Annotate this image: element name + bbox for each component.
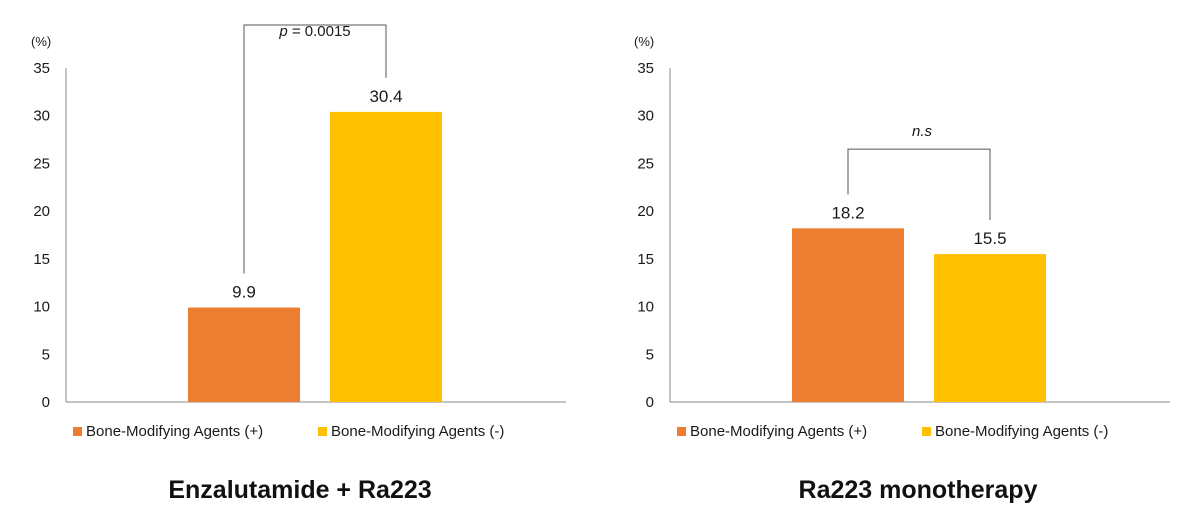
legend-swatch-bma-minus	[318, 427, 327, 436]
y-tick-labels: 0 5 10 15 20 25 30 35	[33, 60, 50, 411]
legend-swatch-bma-plus	[73, 427, 82, 436]
bar	[934, 254, 1046, 402]
chart-ra223-monotherapy: (%) 0 5 10 15 20 25 30 35 18.2 15.5 n.s Bone-Mod…	[634, 34, 1170, 504]
y-tick-label: 25	[33, 155, 50, 172]
y-unit-label: (%)	[634, 34, 654, 49]
significance-label: n.s	[912, 123, 933, 140]
legend-label-bma-minus: Bone-Modifying Agents (-)	[935, 423, 1108, 440]
y-tick-label: 35	[637, 60, 654, 77]
legend: Bone-Modifying Agents (+) Bone-Modifying…	[677, 423, 1108, 440]
bracket-line	[243, 24, 387, 274]
significance-bracket	[847, 148, 991, 221]
legend-label-bma-plus: Bone-Modifying Agents (+)	[690, 423, 867, 440]
data-label: 9.9	[232, 283, 256, 302]
legend-swatch-bma-minus	[922, 427, 931, 436]
bars: 9.9 30.4	[188, 87, 442, 402]
bar	[792, 228, 904, 402]
y-tick-labels: 0 5 10 15 20 25 30 35	[637, 60, 654, 411]
data-label: 30.4	[369, 87, 402, 106]
y-tick-label: 20	[33, 203, 50, 220]
legend: Bone-Modifying Agents (+) Bone-Modifying…	[73, 423, 504, 440]
significance-label: p = 0.0015	[278, 23, 350, 40]
y-tick-label: 5	[42, 346, 50, 363]
significance-bracket	[243, 24, 387, 274]
significance-italic: p	[278, 23, 287, 40]
legend-label-bma-minus: Bone-Modifying Agents (-)	[331, 423, 504, 440]
data-label: 18.2	[831, 203, 864, 222]
bar	[330, 111, 442, 402]
y-tick-label: 5	[646, 346, 654, 363]
legend-swatch-bma-plus	[677, 427, 686, 436]
significance-rest: = 0.0015	[288, 23, 351, 40]
chart-title: Ra223 monotherapy	[799, 476, 1038, 504]
data-label: 15.5	[973, 229, 1006, 248]
y-tick-label: 15	[33, 251, 50, 268]
legend-label-bma-plus: Bone-Modifying Agents (+)	[86, 423, 263, 440]
y-tick-label: 15	[637, 251, 654, 268]
y-tick-label: 10	[33, 299, 50, 316]
y-tick-label: 10	[637, 299, 654, 316]
y-tick-label: 0	[646, 394, 654, 411]
chart-enzalutamide-ra223: (%) 0 5 10 15 20 25 30 35 9.9 30.4 p = 0.0015 Bo…	[31, 23, 566, 504]
y-unit-label: (%)	[31, 34, 51, 49]
bracket-line	[847, 148, 991, 221]
y-tick-label: 30	[637, 108, 654, 125]
y-tick-label: 0	[42, 394, 50, 411]
y-tick-label: 35	[33, 60, 50, 77]
significance-italic: n.s	[912, 123, 933, 140]
y-tick-label: 20	[637, 203, 654, 220]
chart-title: Enzalutamide + Ra223	[168, 476, 431, 504]
y-tick-label: 30	[33, 108, 50, 125]
y-tick-label: 25	[637, 155, 654, 172]
bar	[188, 307, 300, 402]
bars: 18.2 15.5	[792, 203, 1046, 402]
